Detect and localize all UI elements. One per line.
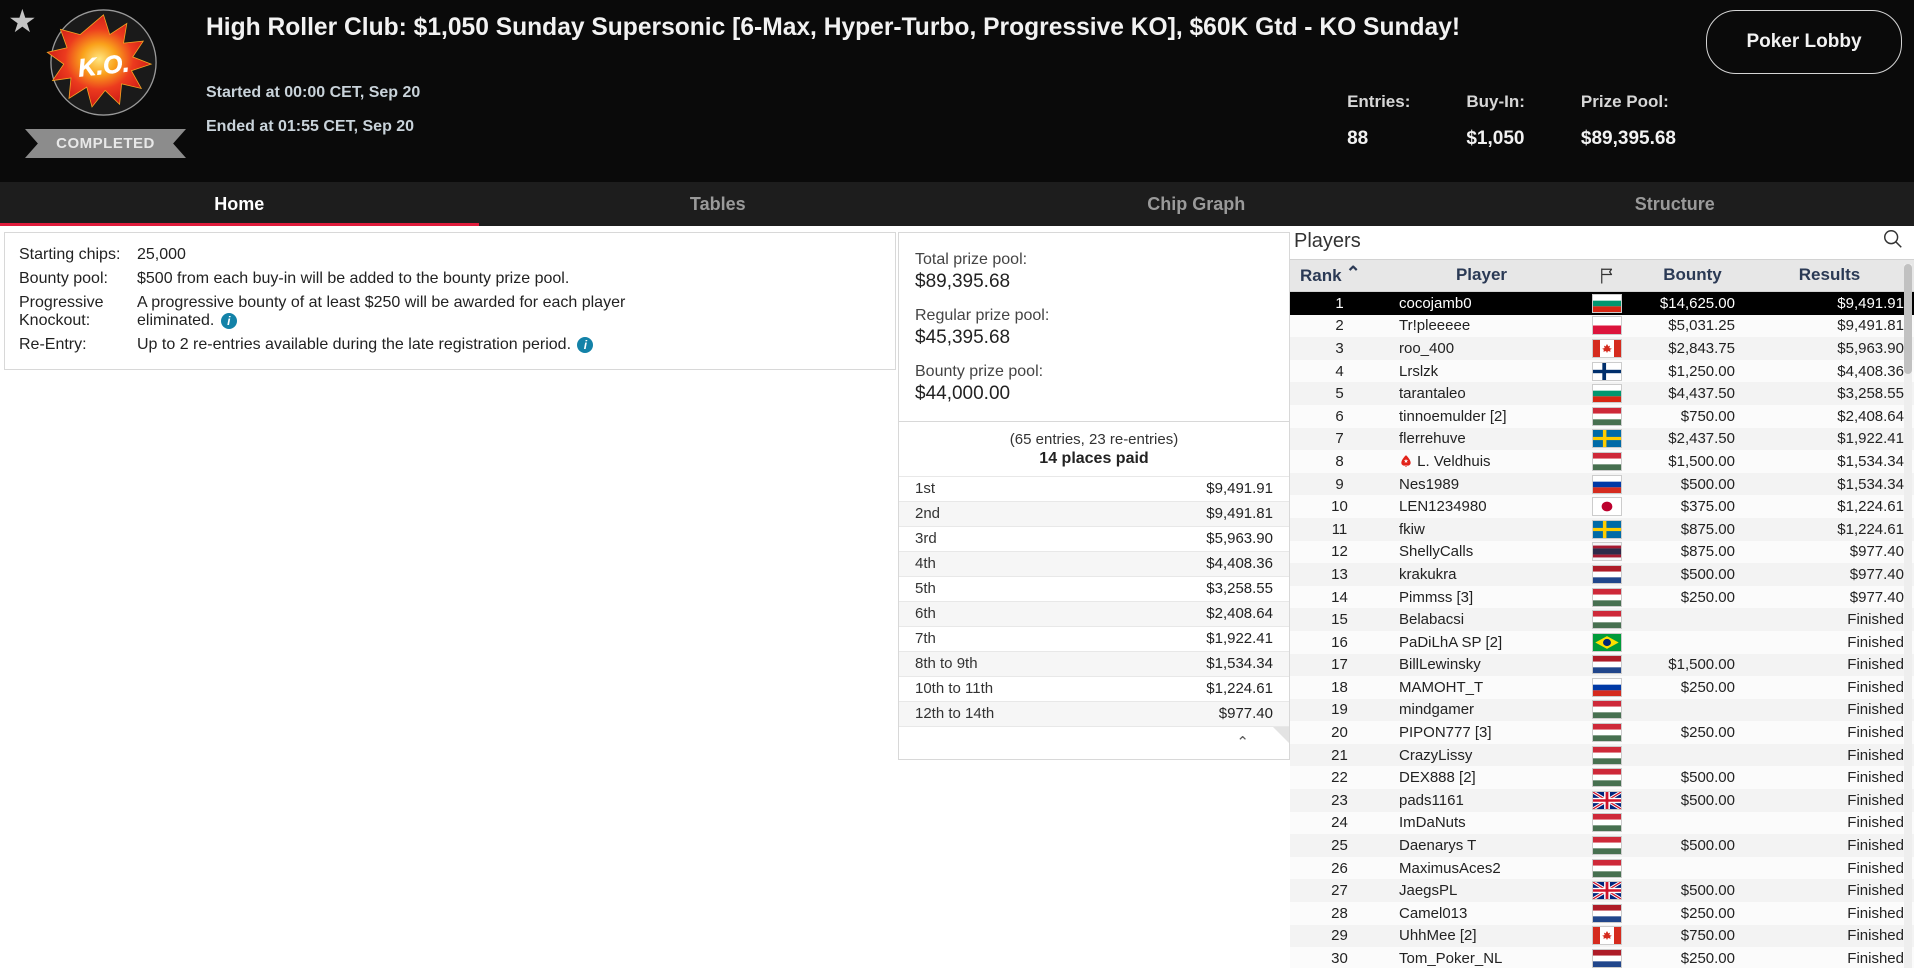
- svg-text:K.O.: K.O.: [77, 49, 131, 82]
